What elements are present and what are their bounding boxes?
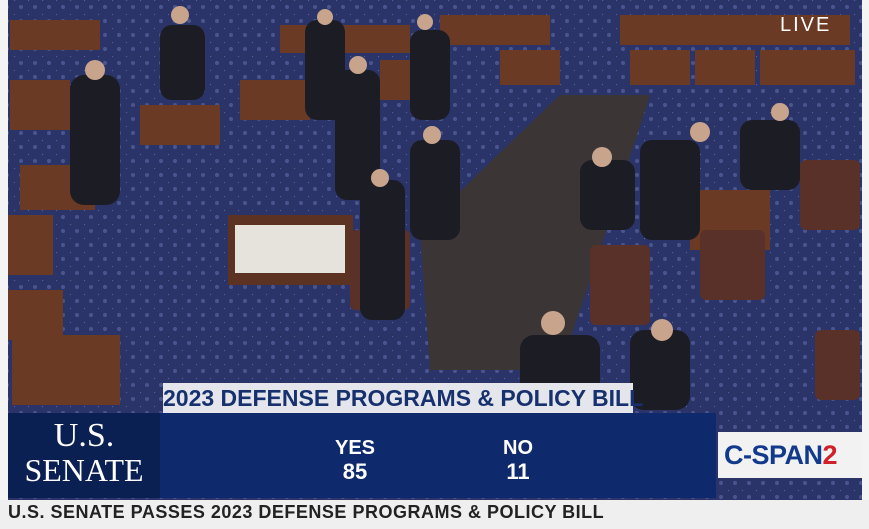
yes-label: YES — [315, 437, 395, 460]
logo-name: C-SPAN — [724, 440, 823, 470]
senate-line2: SENATE — [8, 453, 160, 487]
senate-line1: U.S. — [8, 419, 160, 453]
live-indicator: LIVE — [780, 14, 831, 37]
no-count: 11 — [478, 459, 558, 485]
no-label: NO — [478, 437, 558, 460]
ticker-text: U.S. SENATE PASSES 2023 DEFENSE PROGRAMS… — [8, 500, 604, 524]
logo: C-SPAN2 — [724, 440, 837, 471]
yes-count: 85 — [315, 459, 395, 485]
broadcast-frame: LIVE 2023 DEFENSE PROGRAMS & POLICY BILL… — [0, 0, 869, 529]
banner-title: 2023 DEFENSE PROGRAMS & POLICY BILL — [163, 383, 633, 413]
logo-number: 2 — [823, 440, 838, 470]
